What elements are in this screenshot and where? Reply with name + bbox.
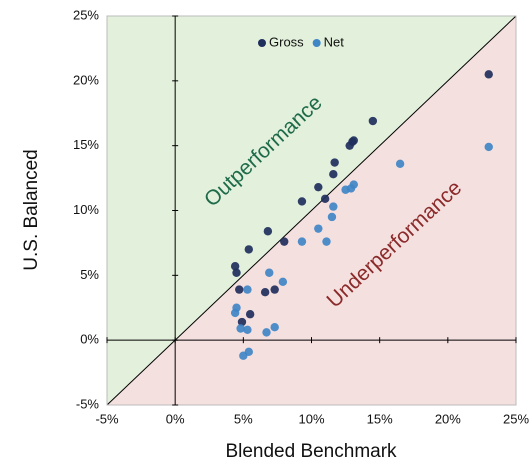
point xyxy=(236,324,245,333)
y-tick-label: 0% xyxy=(80,332,99,347)
x-tick-label: 20% xyxy=(435,411,461,426)
plot-border xyxy=(106,15,517,406)
y-tick-label: 10% xyxy=(73,202,99,217)
point xyxy=(322,237,331,246)
x-tick-label: 15% xyxy=(367,411,393,426)
point xyxy=(314,224,323,233)
point xyxy=(265,268,274,277)
legend-label: Gross xyxy=(269,34,304,49)
point xyxy=(230,308,240,318)
y-tick-label: 25% xyxy=(73,7,99,22)
point xyxy=(484,142,493,152)
point xyxy=(230,262,240,271)
y-tick-label: -5% xyxy=(76,396,100,411)
x-tick-label: 5% xyxy=(234,411,253,426)
x-tick-label: 25% xyxy=(503,411,529,426)
point xyxy=(329,169,338,179)
point xyxy=(260,287,270,297)
point xyxy=(280,237,289,246)
point xyxy=(297,197,307,206)
y-axis-title: U.S. Balanced xyxy=(21,149,42,270)
point xyxy=(484,70,493,79)
point xyxy=(243,325,252,334)
point xyxy=(270,285,279,294)
x-tick-label: 0% xyxy=(166,411,185,426)
y-tick-label: 5% xyxy=(80,267,99,282)
point xyxy=(263,227,273,236)
point xyxy=(348,137,357,146)
point xyxy=(297,237,307,246)
point xyxy=(341,185,350,194)
x-tick-label: -5% xyxy=(95,411,119,426)
y-tick-label: 15% xyxy=(73,137,99,152)
legend-marker xyxy=(312,39,321,47)
point xyxy=(237,317,247,327)
point xyxy=(327,212,337,222)
point xyxy=(330,158,339,167)
point xyxy=(270,323,279,332)
x-axis-title: Blended Benchmark xyxy=(225,441,397,462)
legend-marker xyxy=(258,39,266,47)
point xyxy=(329,202,338,211)
point xyxy=(232,268,241,277)
point xyxy=(314,182,323,192)
x-tick-label: 10% xyxy=(298,411,324,426)
point xyxy=(235,285,244,294)
point xyxy=(320,194,330,204)
point xyxy=(278,277,288,287)
point xyxy=(244,245,253,254)
y-tick-label: 20% xyxy=(73,72,99,87)
point xyxy=(262,328,271,337)
point xyxy=(368,116,378,126)
point xyxy=(244,347,253,357)
point xyxy=(243,285,252,294)
point xyxy=(245,310,255,319)
legend-label: Net xyxy=(324,34,345,49)
point xyxy=(395,159,405,169)
